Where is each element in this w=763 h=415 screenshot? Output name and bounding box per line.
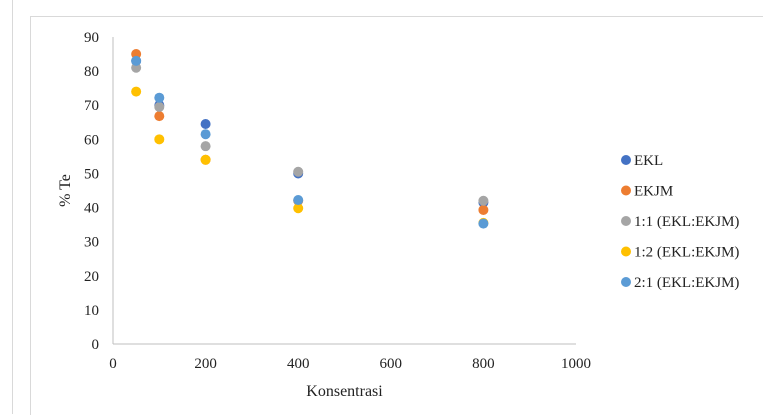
- legend-marker: [621, 246, 631, 257]
- data-point: [154, 92, 165, 103]
- y-tick-label: 50: [84, 166, 99, 182]
- x-axis-title: Konsentrasi: [306, 383, 383, 400]
- legend-label: 1:2 (EKL:EKJM): [634, 245, 739, 261]
- legend-label: EKJM: [634, 184, 673, 200]
- y-axis-title: % Te: [57, 174, 74, 207]
- data-point: [478, 218, 489, 229]
- legend-marker: [621, 277, 631, 287]
- data-point: [293, 195, 304, 206]
- chart-area: [30, 16, 763, 415]
- x-tick-label: 800: [472, 356, 495, 372]
- x-tick-label: 1000: [561, 356, 591, 372]
- data-point: [200, 129, 211, 140]
- data-point: [200, 141, 211, 152]
- legend: EKL EKJM 1:1 (EKL:EKJM) 1:2 (EKL:EKJM) 2:1 (…: [621, 153, 739, 291]
- data-point: [154, 101, 165, 112]
- y-tick-label: 80: [84, 64, 99, 80]
- axes: [112, 37, 576, 345]
- y-tick-label: 30: [84, 235, 99, 251]
- data-point: [293, 166, 304, 177]
- y-tick-label: 60: [84, 132, 99, 148]
- x-tick-label: 400: [287, 356, 310, 372]
- x-tick-label: 600: [380, 356, 403, 372]
- data-point: [131, 55, 142, 66]
- data-point: [154, 111, 165, 122]
- legend-marker: [621, 216, 631, 226]
- data-point: [478, 204, 489, 215]
- legend-label: 1:1 (EKL:EKJM): [634, 214, 739, 230]
- y-tick-label: 10: [84, 303, 99, 319]
- data-point: [293, 203, 304, 214]
- legend-marker: [621, 155, 631, 165]
- y-tick-label: 70: [84, 98, 99, 114]
- y-tick-label: 90: [84, 30, 99, 46]
- legend-marker: [621, 185, 631, 196]
- y-tick-label: 0: [92, 337, 100, 353]
- data-point: [131, 86, 142, 97]
- x-tick-labels: 0 200 400 600 800 1000: [109, 356, 591, 372]
- legend-label: 2:1 (EKL:EKJM): [634, 275, 739, 291]
- data-point: [154, 134, 165, 145]
- y-tick-labels: 0 10 20 30 40 50 60 70 80 90: [84, 30, 99, 353]
- y-tick-label: 40: [84, 201, 99, 217]
- left-panel-edge: [0, 0, 13, 414]
- data-points: [131, 49, 489, 229]
- y-tick-label: 20: [84, 269, 99, 285]
- data-point: [200, 154, 211, 165]
- data-point: [478, 195, 489, 206]
- data-point: [200, 118, 211, 129]
- x-tick-label: 0: [109, 356, 117, 372]
- x-tick-label: 200: [194, 356, 217, 372]
- legend-label: EKL: [634, 153, 663, 169]
